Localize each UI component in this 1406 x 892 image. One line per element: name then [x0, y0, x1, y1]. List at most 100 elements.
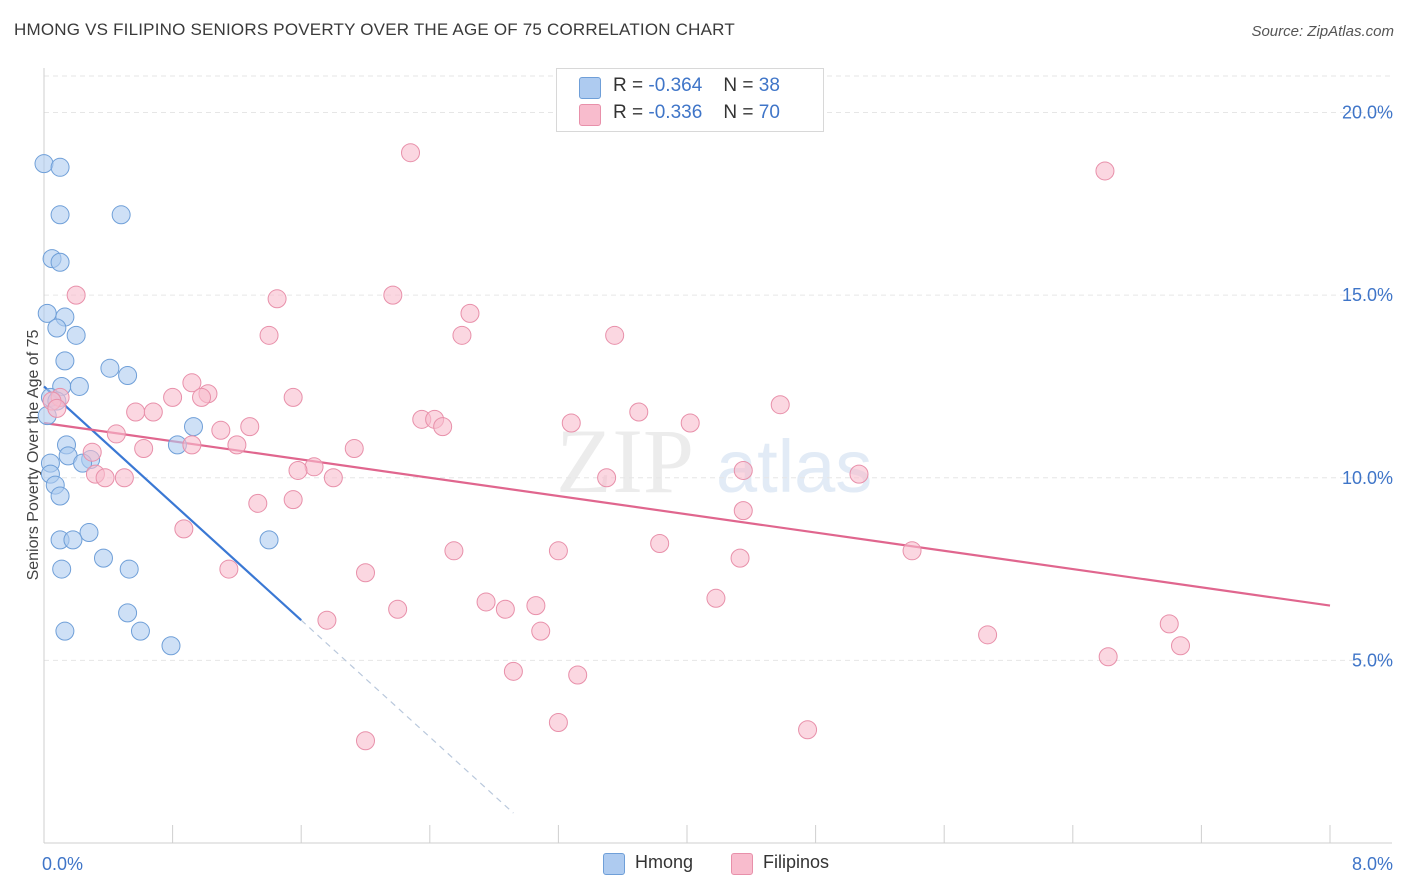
x-tick-labels: 0.0% 8.0% — [42, 854, 1393, 874]
point-hmong — [79, 523, 99, 543]
point-filipinos — [323, 468, 343, 488]
point-filipinos — [248, 493, 268, 513]
trend-extension-hmong — [300, 619, 514, 814]
trend-line-filipinos — [43, 421, 1331, 607]
bottom-legend-swatch-filipinos — [731, 853, 753, 875]
point-filipinos — [1159, 614, 1179, 634]
legend-n-label: N = — [723, 102, 754, 123]
point-filipinos — [433, 417, 453, 437]
point-hmong — [69, 376, 89, 396]
legend-swatch-hmong — [579, 77, 601, 99]
point-filipinos — [706, 588, 726, 608]
point-filipinos — [227, 435, 247, 455]
legend-r-label: R = — [613, 102, 644, 123]
point-filipinos — [597, 468, 617, 488]
point-hmong — [34, 154, 54, 174]
watermark: ZIP atlas — [556, 410, 872, 512]
point-filipinos — [317, 610, 337, 630]
point-filipinos — [452, 325, 472, 345]
point-filipinos — [629, 402, 649, 422]
point-filipinos — [182, 373, 202, 393]
source-label: Source: ZipAtlas.com — [1251, 23, 1394, 40]
point-hmong — [50, 486, 70, 506]
point-filipinos — [650, 534, 670, 554]
point-filipinos — [401, 143, 421, 163]
point-filipinos — [47, 398, 67, 418]
point-hmong — [50, 157, 70, 177]
point-filipinos — [283, 387, 303, 407]
point-filipinos — [503, 661, 523, 681]
point-filipinos — [288, 460, 308, 480]
point-hmong — [93, 548, 113, 568]
point-hmong — [111, 205, 131, 225]
point-filipinos — [476, 592, 496, 612]
point-filipinos — [730, 548, 750, 568]
point-filipinos — [733, 501, 753, 521]
gridlines — [44, 75, 1392, 661]
chart-title: HMONG VS FILIPINO SENIORS POVERTY OVER T… — [14, 20, 735, 39]
point-filipinos — [95, 468, 115, 488]
point-filipinos — [259, 325, 279, 345]
point-filipinos — [356, 563, 375, 583]
point-filipinos — [267, 289, 287, 309]
y-tick-label: 5.0% — [1352, 650, 1393, 670]
point-filipinos — [219, 559, 239, 579]
y-tick-label: 15.0% — [1342, 285, 1393, 305]
point-filipinos — [356, 731, 375, 751]
point-filipinos — [134, 439, 154, 459]
point-filipinos — [978, 625, 998, 645]
point-filipinos — [114, 468, 134, 488]
point-filipinos — [902, 541, 922, 561]
point-filipinos — [526, 596, 546, 616]
point-filipinos — [1095, 161, 1115, 181]
x-tick-label: 0.0% — [42, 854, 83, 874]
bottom-legend-label-filipinos: Filipinos — [763, 852, 830, 872]
point-hmong — [118, 603, 138, 623]
point-filipinos — [605, 325, 625, 345]
point-filipinos — [174, 519, 194, 539]
legend-n-value-filipinos: 70 — [758, 102, 780, 123]
legend-r-value-hmong: -0.364 — [648, 75, 703, 96]
point-filipinos — [548, 541, 568, 561]
point-filipinos — [798, 720, 818, 740]
axes — [43, 68, 1392, 844]
y-tick-label: 10.0% — [1342, 468, 1393, 488]
point-filipinos — [733, 460, 753, 480]
point-hmong — [100, 358, 120, 378]
point-filipinos — [66, 285, 86, 305]
point-hmong — [161, 636, 181, 656]
point-hmong — [119, 559, 139, 579]
point-filipinos — [770, 395, 790, 415]
point-hmong — [66, 325, 86, 345]
point-hmong — [47, 318, 67, 338]
point-hmong — [50, 205, 70, 225]
data-points — [34, 143, 1191, 751]
point-filipinos — [388, 599, 408, 619]
point-filipinos — [192, 387, 212, 407]
point-filipinos — [283, 490, 303, 510]
point-filipinos — [211, 420, 231, 440]
y-tick-labels: 5.0% 10.0% 15.0% 20.0% — [1342, 103, 1393, 671]
point-filipinos — [82, 442, 102, 462]
legend-swatch-filipinos — [579, 104, 601, 126]
point-hmong — [130, 621, 150, 641]
point-hmong — [118, 365, 138, 385]
point-hmong — [55, 351, 75, 371]
point-filipinos — [531, 621, 551, 641]
point-filipinos — [460, 303, 480, 323]
point-filipinos — [304, 457, 324, 477]
point-filipinos — [1171, 636, 1191, 656]
point-filipinos — [495, 599, 515, 619]
point-hmong — [63, 530, 83, 550]
x-tick-label: 8.0% — [1352, 854, 1393, 874]
point-filipinos — [548, 712, 568, 732]
point-filipinos — [680, 413, 700, 433]
point-hmong — [183, 417, 203, 437]
point-filipinos — [444, 541, 464, 561]
point-hmong — [55, 621, 75, 641]
bottom-legend-swatch-hmong — [603, 853, 625, 875]
legend-r-value-filipinos: -0.336 — [648, 102, 703, 123]
point-filipinos — [143, 402, 163, 422]
legend-r-label: R = — [613, 75, 644, 96]
point-filipinos — [561, 413, 581, 433]
